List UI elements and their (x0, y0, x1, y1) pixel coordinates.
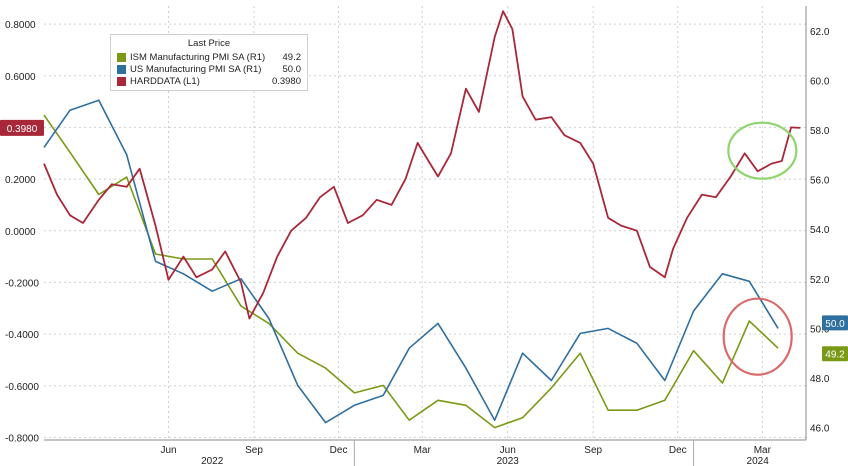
value-tag-harddata (0, 119, 44, 136)
legend-label: US Manufacturing PMI SA (R1) (130, 63, 262, 75)
x-axis-year-label: 2024 (747, 456, 770, 466)
value-tag-ism-pmi (822, 346, 848, 362)
legend-swatch-us (117, 64, 126, 74)
right-axis-tick-label: 52.0 (810, 275, 830, 286)
series-layer (43, 10, 801, 429)
left-axis-tick-label: 0.6000 (5, 72, 36, 83)
x-axis-year-label: 2023 (497, 456, 520, 466)
legend-title: Last Price (187, 38, 231, 49)
series-line-harddata (43, 10, 801, 320)
x-axis-month-label: Jun (500, 445, 516, 456)
legend-value: 50.0 (282, 63, 302, 75)
x-axis-year-label: 2022 (201, 456, 224, 466)
series-line-ism-pmi (43, 114, 779, 429)
legend-value: 49.2 (282, 51, 302, 63)
left-axis-tick-label: -0.4000 (5, 330, 39, 341)
x-axis-month-label: Dec (330, 445, 348, 456)
left-axis-tick-label: -0.8000 (5, 433, 39, 444)
legend-swatch-harddata (117, 76, 126, 86)
legend-value: 0.3980 (271, 75, 301, 87)
value-tag-label: 0.3980 (7, 124, 38, 135)
legend-item-ism: ISM Manufacturing PMI SA (R1) 49.2 (117, 51, 301, 63)
annotation-circle-red (722, 297, 793, 376)
legend-item-us: US Manufacturing PMI SA (R1) 50.0 (117, 63, 301, 75)
value-tag-us-pmi (822, 315, 848, 331)
right-axis-tick-label: 54.0 (810, 225, 830, 236)
x-axis-month-label: Jun (160, 445, 176, 456)
right-axis-tick-label: 48.0 (810, 374, 830, 385)
x-axis-month-label: Sep (245, 445, 263, 456)
left-axis-tick-label: 0.2000 (5, 175, 36, 186)
left-axis-tick-label: -0.2000 (5, 278, 39, 289)
series-line-us-pmi (43, 99, 779, 424)
axes: 0.80000.60000.40000.20000.0000-0.2000-0.… (5, 6, 830, 466)
legend-label: HARDDATA (L1) (130, 75, 200, 87)
legend-swatch-ism (117, 52, 126, 62)
right-axis-tick-label: 62.0 (810, 27, 830, 38)
value-tags: 49.2 50.0 0.3980 (0, 119, 848, 362)
grid (44, 6, 806, 440)
left-axis-tick-label: 0.8000 (5, 20, 36, 31)
x-axis-month-label: Mar (754, 445, 772, 456)
right-axis-tick-label: 46.0 (810, 424, 830, 435)
legend-item-harddata: HARDDATA (L1) 0.3980 (117, 75, 301, 87)
x-axis-month-label: Mar (414, 445, 432, 456)
right-axis-tick-label: 56.0 (810, 176, 830, 187)
x-axis-month-label: Sep (584, 445, 602, 456)
right-axis-tick-label: 60.0 (810, 76, 830, 87)
left-axis-tick-label: 0.0000 (5, 227, 36, 238)
legend: Last Price ISM Manufacturing PMI SA (R1)… (110, 34, 308, 91)
value-tag-label: 49.2 (825, 350, 845, 361)
right-axis-tick-label: 58.0 (810, 126, 830, 137)
value-tag-label: 50.0 (825, 319, 845, 330)
right-axis-tick-label: 50.0 (810, 324, 830, 335)
annotations (722, 121, 798, 376)
annotation-circle-green (727, 121, 798, 180)
left-axis-tick-label: -0.6000 (5, 382, 39, 393)
x-axis-month-label: Dec (669, 445, 687, 456)
legend-label: ISM Manufacturing PMI SA (R1) (130, 51, 266, 63)
